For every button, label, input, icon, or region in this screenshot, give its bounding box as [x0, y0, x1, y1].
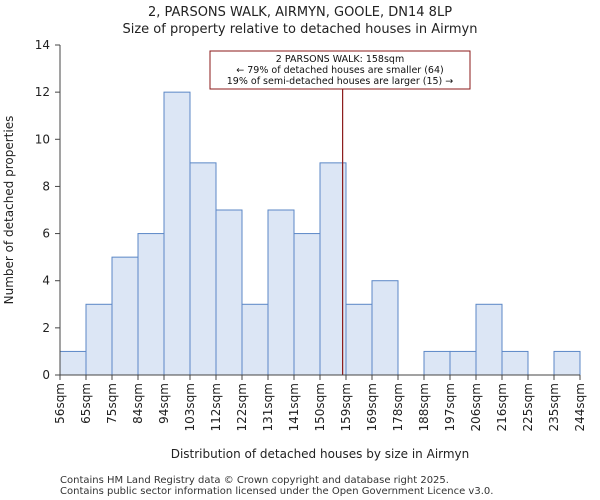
- annotation-line1: 2 PARSONS WALK: 158sqm: [276, 54, 404, 65]
- bar-216sqm: [501, 350, 529, 376]
- annotation-frame: [209, 50, 471, 90]
- bar-206sqm: [475, 303, 503, 376]
- x-tick-label: 112sqm: [209, 383, 223, 431]
- x-tick-label: 197sqm: [443, 383, 457, 431]
- x-tick-label: 75sqm: [105, 383, 119, 424]
- y-axis-label: Number of detached properties: [2, 116, 16, 305]
- x-tick-label: 206sqm: [469, 383, 483, 431]
- x-tick-label: 225sqm: [521, 383, 535, 431]
- bar-75sqm: [111, 256, 139, 376]
- bar-122sqm: [241, 303, 269, 376]
- x-tick-label: 141sqm: [287, 383, 301, 431]
- annotation-box: 2 PARSONS WALK: 158sqm ← 79% of detached…: [209, 50, 471, 90]
- x-tick-label: 216sqm: [495, 383, 509, 431]
- x-tick-label: 56sqm: [53, 383, 67, 424]
- x-tick-label: 150sqm: [313, 383, 327, 431]
- x-tick-label: 65sqm: [79, 383, 93, 424]
- x-axis-label: Distribution of detached houses by size …: [171, 447, 470, 461]
- bar-131sqm: [267, 209, 295, 376]
- bar-169sqm: [371, 280, 399, 376]
- x-tick-label: 169sqm: [365, 383, 379, 431]
- x-tick-label: 235sqm: [547, 383, 561, 431]
- bar-84sqm: [137, 233, 165, 376]
- x-tick-label: 178sqm: [391, 383, 405, 431]
- footer-line2: Contains public sector information licen…: [60, 486, 493, 497]
- annotation-line2: ← 79% of detached houses are smaller (64…: [236, 65, 443, 76]
- y-axis-ticks: 0 2 4 6 8 10 12 14: [35, 38, 60, 382]
- x-tick-label: 244sqm: [573, 383, 587, 431]
- bar-150sqm: [319, 162, 347, 376]
- x-axis-ticks: 56sqm 65sqm 75sqm 84sqm 94sqm 103sqm 112sqm 122…: [53, 375, 587, 431]
- y-tick-label: 10: [35, 132, 50, 146]
- bar-94sqm: [163, 91, 191, 376]
- bar-197sqm: [449, 350, 477, 376]
- y-tick-label: 8: [42, 179, 50, 193]
- bar-141sqm: [293, 233, 321, 376]
- chart-title-line1: 2, PARSONS WALK, AIRMYN, GOOLE, DN14 8LP: [148, 5, 452, 20]
- bar-159sqm: [345, 303, 373, 376]
- bar-112sqm: [215, 209, 243, 376]
- annotation-line3: 19% of semi-detached houses are larger (…: [227, 76, 454, 87]
- x-tick-label: 122sqm: [235, 383, 249, 431]
- bar-65sqm: [85, 303, 113, 376]
- bar-188sqm: [423, 350, 451, 376]
- y-tick-label: 2: [42, 321, 50, 335]
- y-tick-label: 14: [35, 38, 50, 52]
- x-tick-label: 94sqm: [157, 383, 171, 424]
- x-tick-label: 84sqm: [131, 383, 145, 424]
- bar-56sqm: [59, 350, 87, 376]
- footer-line1: Contains HM Land Registry data © Crown c…: [60, 475, 449, 486]
- x-tick-label: 188sqm: [417, 383, 431, 431]
- bar-103sqm: [189, 162, 217, 376]
- chart-title-line2: Size of property relative to detached ho…: [122, 22, 477, 37]
- x-tick-label: 131sqm: [261, 383, 275, 431]
- bars-group: [59, 91, 581, 376]
- x-tick-label: 159sqm: [339, 383, 353, 431]
- x-tick-label: 103sqm: [183, 383, 197, 431]
- bar-235sqm: [553, 350, 581, 376]
- y-tick-label: 6: [42, 227, 50, 241]
- y-tick-label: 0: [42, 368, 50, 382]
- y-tick-label: 4: [42, 274, 50, 288]
- y-tick-label: 12: [35, 85, 50, 99]
